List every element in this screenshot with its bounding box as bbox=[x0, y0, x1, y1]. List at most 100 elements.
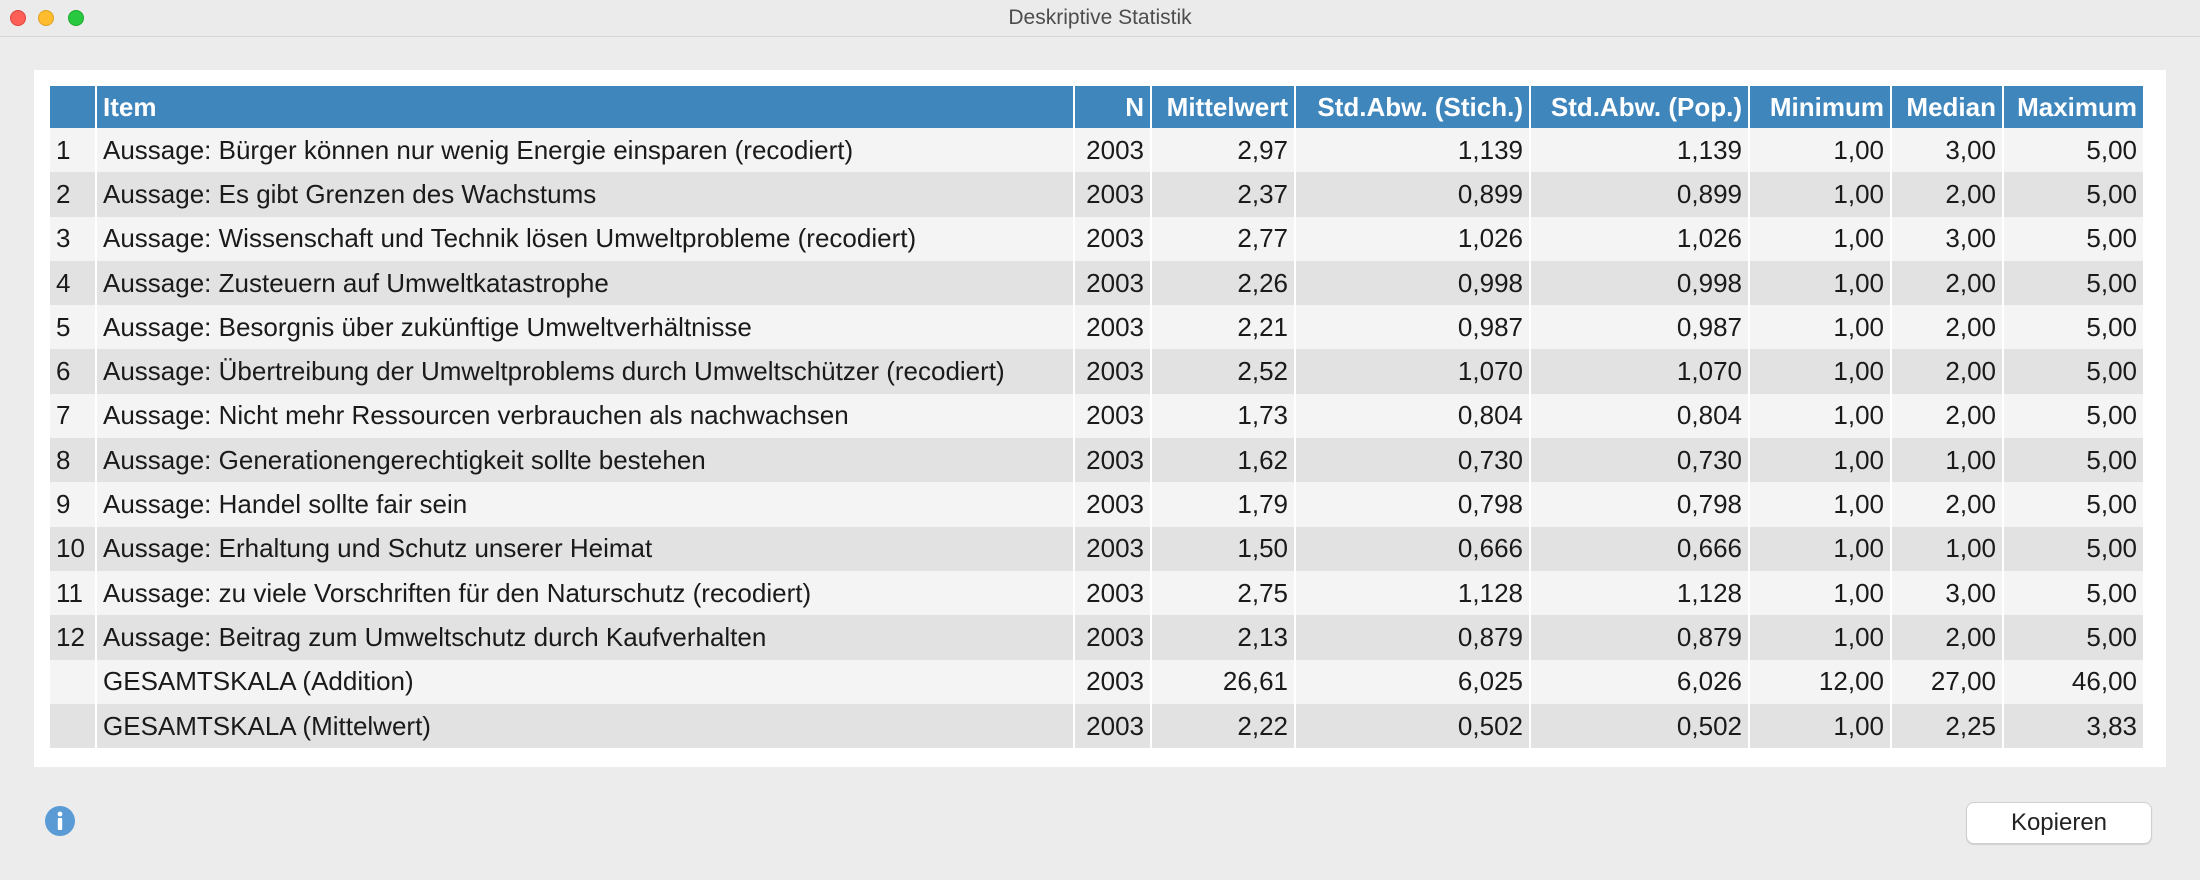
n-value: 2003 bbox=[1074, 615, 1152, 660]
item-label: Aussage: Erhaltung und Schutz unserer He… bbox=[96, 526, 1075, 571]
item-label: GESAMTSKALA (Mittelwert) bbox=[96, 703, 1075, 749]
table-row[interactable]: 10 Aussage: Erhaltung und Schutz unserer … bbox=[50, 526, 2145, 571]
item-label: Aussage: Nicht mehr Ressourcen verbrauch… bbox=[96, 393, 1075, 439]
table-row[interactable]: 12 Aussage: Beitrag zum Umweltschutz durc… bbox=[50, 615, 2145, 660]
minimum-value: 1,00 bbox=[1749, 216, 1892, 261]
median-value: 1,00 bbox=[1891, 438, 2004, 483]
table-row[interactable]: 11 Aussage: zu viele Vorschriften für den… bbox=[50, 570, 2145, 616]
stdabw-stich-value: 0,666 bbox=[1295, 526, 1531, 571]
row-index: 6 bbox=[50, 349, 97, 394]
minimum-value: 1,00 bbox=[1749, 349, 1892, 394]
stdabw-pop-value: 0,804 bbox=[1530, 393, 1750, 439]
mittelwert-value: 2,77 bbox=[1151, 216, 1296, 261]
table-row[interactable]: 1 Aussage: Bürger können nur wenig Energi… bbox=[50, 128, 2145, 173]
median-value: 2,25 bbox=[1891, 703, 2004, 749]
minimum-value: 1,00 bbox=[1749, 526, 1892, 571]
header-median[interactable]: Median bbox=[1891, 86, 2004, 128]
table-row[interactable]: 8 Aussage: Generationengerechtigkeit soll… bbox=[50, 438, 2145, 483]
close-window-button[interactable] bbox=[10, 10, 26, 26]
stdabw-pop-value: 1,128 bbox=[1530, 570, 1750, 616]
n-value: 2003 bbox=[1074, 260, 1152, 306]
minimize-window-button[interactable] bbox=[38, 10, 54, 26]
median-value: 2,00 bbox=[1891, 393, 2004, 439]
minimum-value: 12,00 bbox=[1749, 659, 1892, 704]
mittelwert-value: 26,61 bbox=[1151, 659, 1296, 704]
stdabw-stich-value: 1,070 bbox=[1295, 349, 1531, 394]
item-label: Aussage: Bürger können nur wenig Energie… bbox=[96, 128, 1075, 173]
header-index[interactable] bbox=[50, 86, 97, 128]
stdabw-stich-value: 1,139 bbox=[1295, 128, 1531, 173]
n-value: 2003 bbox=[1074, 659, 1152, 704]
stdabw-pop-value: 0,666 bbox=[1530, 526, 1750, 571]
mittelwert-value: 1,50 bbox=[1151, 526, 1296, 571]
stdabw-stich-value: 0,502 bbox=[1295, 703, 1531, 749]
table-row[interactable]: 3 Aussage: Wissenschaft und Technik lösen… bbox=[50, 216, 2145, 261]
n-value: 2003 bbox=[1074, 482, 1152, 527]
table-row[interactable]: 9 Aussage: Handel sollte fair sein 2003 1,7… bbox=[50, 482, 2145, 527]
table-row[interactable]: 4 Aussage: Zusteuern auf Umweltkatastroph… bbox=[50, 260, 2145, 306]
header-stdabw-stich[interactable]: Std.Abw. (Stich.) bbox=[1295, 86, 1531, 128]
n-value: 2003 bbox=[1074, 393, 1152, 439]
item-label: Aussage: Handel sollte fair sein bbox=[96, 482, 1075, 527]
mittelwert-value: 2,22 bbox=[1151, 703, 1296, 749]
maximum-value: 5,00 bbox=[2003, 128, 2145, 173]
maximum-value: 5,00 bbox=[2003, 393, 2145, 439]
table-row[interactable]: 2 Aussage: Es gibt Grenzen des Wachstums 2… bbox=[50, 172, 2145, 217]
header-maximum[interactable]: Maximum bbox=[2003, 86, 2145, 128]
mittelwert-value: 1,79 bbox=[1151, 482, 1296, 527]
row-index: 10 bbox=[50, 526, 97, 571]
stdabw-pop-value: 0,502 bbox=[1530, 703, 1750, 749]
minimum-value: 1,00 bbox=[1749, 482, 1892, 527]
item-label: Aussage: Übertreibung der Umweltproblems… bbox=[96, 349, 1075, 394]
mittelwert-value: 2,97 bbox=[1151, 128, 1296, 173]
row-index bbox=[50, 659, 97, 704]
table-row[interactable]: GESAMTSKALA (Mittelwert) 2003 2,22 0,502 0,5… bbox=[50, 703, 2145, 749]
stdabw-pop-value: 6,026 bbox=[1530, 659, 1750, 704]
maximum-value: 5,00 bbox=[2003, 305, 2145, 350]
stdabw-stich-value: 0,998 bbox=[1295, 260, 1531, 306]
mittelwert-value: 2,52 bbox=[1151, 349, 1296, 394]
n-value: 2003 bbox=[1074, 216, 1152, 261]
row-index: 2 bbox=[50, 172, 97, 217]
median-value: 3,00 bbox=[1891, 128, 2004, 173]
row-index: 11 bbox=[50, 570, 97, 616]
copy-button[interactable]: Kopieren bbox=[1966, 802, 2152, 844]
header-item[interactable]: Item bbox=[96, 86, 1075, 128]
n-value: 2003 bbox=[1074, 526, 1152, 571]
n-value: 2003 bbox=[1074, 438, 1152, 483]
table-row[interactable]: 7 Aussage: Nicht mehr Ressourcen verbrauc… bbox=[50, 393, 2145, 439]
table-body: 1 Aussage: Bürger können nur wenig Energi… bbox=[50, 128, 2145, 749]
minimum-value: 1,00 bbox=[1749, 703, 1892, 749]
n-value: 2003 bbox=[1074, 305, 1152, 350]
stdabw-pop-value: 0,798 bbox=[1530, 482, 1750, 527]
maximize-window-button[interactable] bbox=[68, 10, 84, 26]
header-minimum[interactable]: Minimum bbox=[1749, 86, 1892, 128]
mittelwert-value: 2,75 bbox=[1151, 570, 1296, 616]
maximum-value: 5,00 bbox=[2003, 216, 2145, 261]
window-title: Deskriptive Statistik bbox=[1008, 6, 1192, 29]
mittelwert-value: 2,21 bbox=[1151, 305, 1296, 350]
statistics-table: Item N Mittelwert Std.Abw. (Stich.) Std.… bbox=[50, 86, 2145, 749]
median-value: 2,00 bbox=[1891, 615, 2004, 660]
header-stdabw-pop[interactable]: Std.Abw. (Pop.) bbox=[1530, 86, 1750, 128]
info-icon[interactable] bbox=[44, 805, 76, 837]
item-label: Aussage: Besorgnis über zukünftige Umwel… bbox=[96, 305, 1075, 350]
table-row[interactable]: GESAMTSKALA (Addition) 2003 26,61 6,025 6,02… bbox=[50, 659, 2145, 704]
minimum-value: 1,00 bbox=[1749, 570, 1892, 616]
median-value: 27,00 bbox=[1891, 659, 2004, 704]
table-row[interactable]: 5 Aussage: Besorgnis über zukünftige Umwe… bbox=[50, 305, 2145, 350]
mittelwert-value: 1,73 bbox=[1151, 393, 1296, 439]
minimum-value: 1,00 bbox=[1749, 128, 1892, 173]
row-index bbox=[50, 703, 97, 749]
item-label: Aussage: Beitrag zum Umweltschutz durch … bbox=[96, 615, 1075, 660]
header-n[interactable]: N bbox=[1074, 86, 1152, 128]
n-value: 2003 bbox=[1074, 128, 1152, 173]
item-label: Aussage: Zusteuern auf Umweltkatastrophe bbox=[96, 260, 1075, 306]
header-mittelwert[interactable]: Mittelwert bbox=[1151, 86, 1296, 128]
item-label: Aussage: Es gibt Grenzen des Wachstums bbox=[96, 172, 1075, 217]
table-row[interactable]: 6 Aussage: Übertreibung der Umweltproblem… bbox=[50, 349, 2145, 394]
stdabw-stich-value: 0,987 bbox=[1295, 305, 1531, 350]
stdabw-stich-value: 0,730 bbox=[1295, 438, 1531, 483]
item-label: Aussage: zu viele Vorschriften für den N… bbox=[96, 570, 1075, 616]
